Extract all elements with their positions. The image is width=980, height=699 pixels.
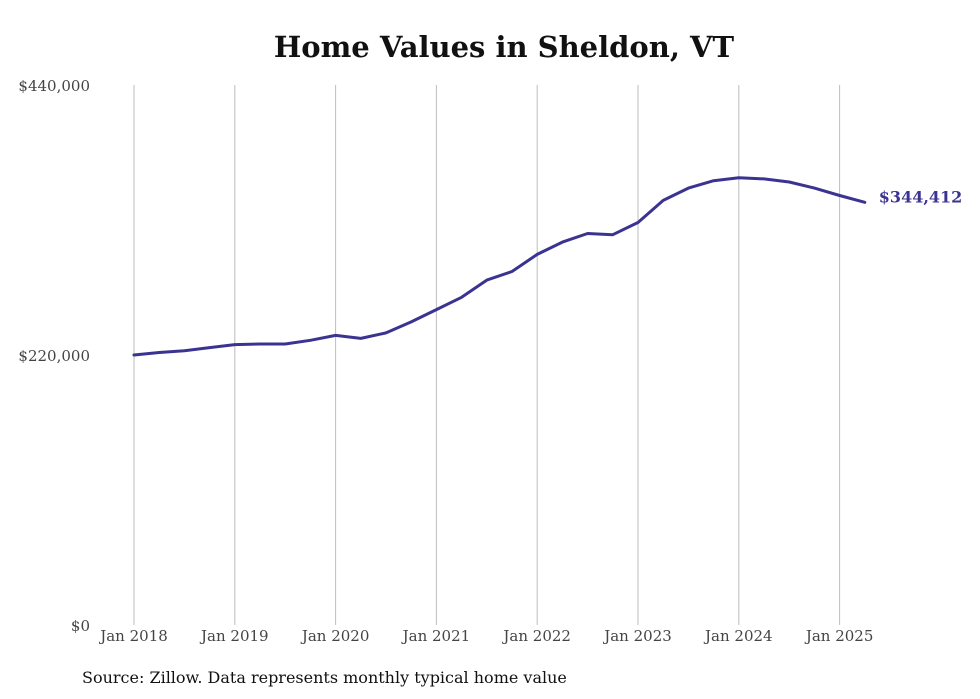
x-tick-label: Jan 2021: [401, 627, 471, 645]
y-axis-labels: $0 $220,000 $440,000: [18, 77, 90, 635]
x-tick-label: Jan 2025: [804, 627, 874, 645]
x-tick-label: Jan 2018: [98, 627, 168, 645]
x-tick-label: Jan 2019: [199, 627, 269, 645]
end-label-group: $344,412: [879, 187, 963, 206]
end-value-label: $344,412: [879, 187, 963, 206]
x-tick-label: Jan 2023: [602, 627, 672, 645]
chart-title: Home Values in Sheldon, VT: [273, 30, 735, 64]
x-axis-labels: Jan 2018 Jan 2019 Jan 2020 Jan 2021 Jan 2022…: [98, 627, 873, 645]
source-note: Source: Zillow. Data represents monthly …: [82, 668, 567, 687]
series-group: [132, 176, 867, 357]
series-line: [132, 176, 867, 357]
x-tick-label: Jan 2022: [501, 627, 571, 645]
gridlines: [133, 85, 841, 625]
y-tick-label: $0: [71, 617, 90, 635]
x-tick-label: Jan 2024: [703, 627, 773, 645]
x-tick-label: Jan 2020: [300, 627, 370, 645]
y-tick-label: $440,000: [18, 77, 90, 95]
y-tick-label: $220,000: [18, 347, 90, 365]
